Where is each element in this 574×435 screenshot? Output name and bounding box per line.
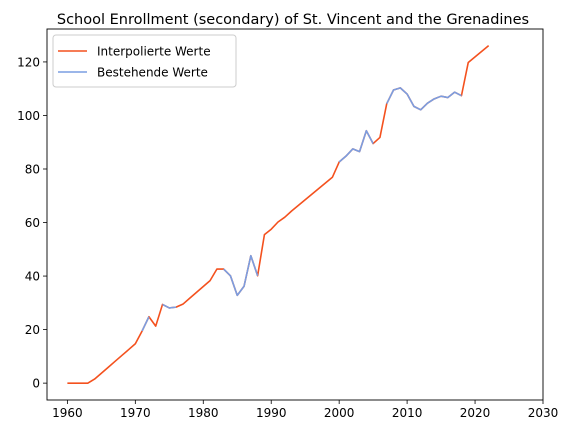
series-line-existing-segment-3 [223, 254, 259, 297]
y-tick-label: 80 [25, 162, 40, 176]
y-tick-label: 100 [17, 109, 40, 123]
y-tick-label: 20 [25, 323, 40, 337]
x-tick-label: 2010 [392, 406, 423, 420]
x-tick-label: 2020 [460, 406, 491, 420]
y-tick-label: 60 [25, 216, 40, 230]
series-line-interpolated [67, 44, 490, 384]
x-tick-label: 1960 [52, 406, 83, 420]
legend-label: Interpolierte Werte [97, 45, 211, 59]
y-tick-label: 120 [17, 55, 40, 69]
y-tick-label: 40 [25, 270, 40, 284]
series-line-existing-segment-1 [141, 316, 150, 332]
plot-frame [46, 28, 544, 401]
x-tick-label: 2000 [324, 406, 355, 420]
series-line-existing-segment-2 [162, 303, 177, 309]
x-tick-label: 1970 [120, 406, 151, 420]
x-axis: 1960 1970 1980 1990 2000 2010 2020 2030 [52, 400, 558, 420]
legend-box [52, 34, 237, 88]
chart-title: School Enrollment (secondary) of St. Vin… [57, 12, 529, 28]
x-tick-label: 2030 [528, 406, 559, 420]
y-tick-label: 0 [32, 377, 40, 391]
x-tick-label: 1990 [256, 406, 287, 420]
y-axis: 0 20 40 60 80 100 120 [17, 55, 47, 391]
series-line-existing-segment-5 [386, 87, 462, 111]
series-line-existing-segment-4 [338, 129, 374, 163]
x-tick-label: 1980 [188, 406, 219, 420]
legend-label: Bestehende Werte [97, 66, 208, 80]
plot-area [67, 44, 490, 384]
legend: Interpolierte Werte Bestehende Werte [52, 34, 237, 88]
